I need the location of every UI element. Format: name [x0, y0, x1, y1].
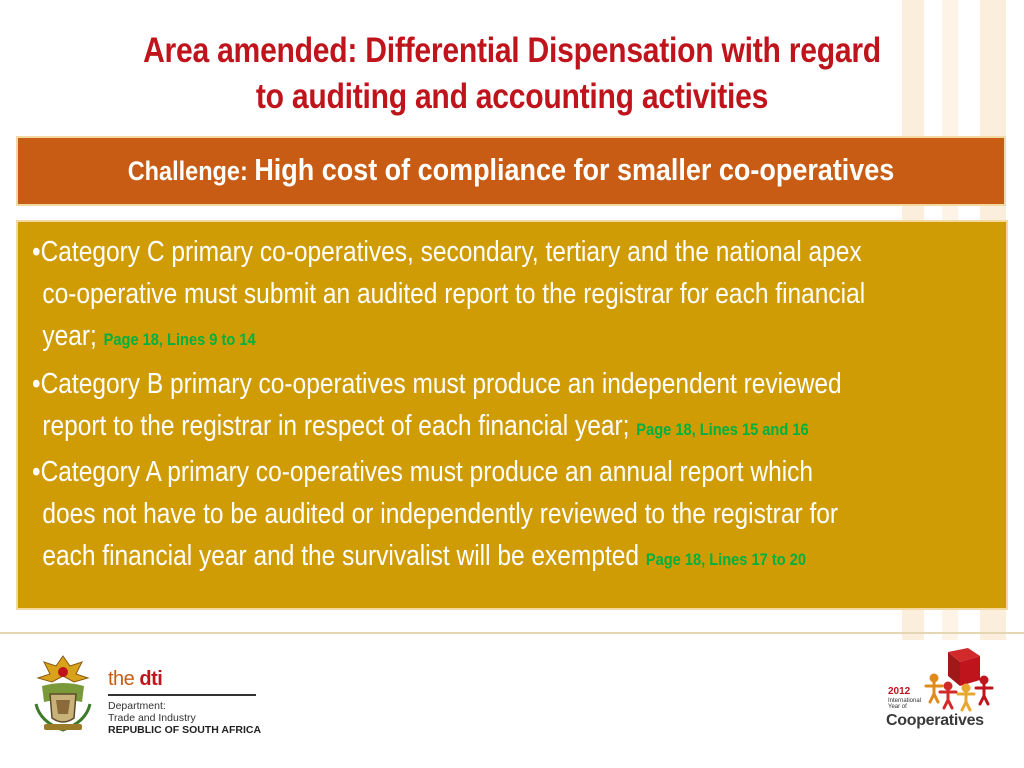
dti-ministry: Trade and Industry: [108, 712, 196, 724]
bullet-line: year;: [42, 320, 97, 352]
content-box: •Category C primary co-operatives, secon…: [16, 220, 1008, 610]
coop-subtitle: International Year of: [888, 698, 922, 710]
bullet-category-a: •Category A primary co-operatives must p…: [32, 451, 995, 581]
bullet-line: each financial year and the survivalist …: [42, 540, 640, 572]
challenge-bar: Challenge: High cost of compliance for s…: [16, 136, 1006, 206]
challenge-heading: Challenge: High cost of compliance for s…: [82, 152, 940, 188]
dti-rule: [108, 694, 256, 696]
page-reference: Page 18, Lines 9 to 14: [103, 330, 256, 349]
bullet-category-b: •Category B primary co-operatives must p…: [32, 363, 995, 451]
footer-divider: [0, 632, 1024, 634]
page-reference: Page 18, Lines 15 and 16: [636, 420, 809, 439]
dti-department: Department:: [108, 700, 166, 712]
bullet-line: •Category A primary co-operatives must p…: [32, 456, 814, 488]
bullet-line: •Category B primary co-operatives must p…: [32, 368, 842, 400]
page-title: Area amended: Differential Dispensation …: [97, 28, 926, 120]
coop-wordmark: Cooperatives: [886, 712, 984, 729]
bullet-line: •Category C primary co-operatives, secon…: [32, 236, 862, 268]
bullet-line: does not have to be audited or independe…: [42, 498, 839, 530]
dti-name: the dti: [108, 668, 163, 690]
coop-year: 2012: [888, 686, 911, 697]
challenge-lead: Challenge:: [127, 156, 255, 186]
bullet-category-c: •Category C primary co-operatives, secon…: [32, 231, 995, 361]
bullet-line: co-operative must submit an audited repo…: [42, 278, 866, 310]
title-line-2: to auditing and accounting activities: [255, 77, 769, 116]
page-reference: Page 18, Lines 17 to 20: [645, 550, 806, 569]
coat-of-arms-icon: [30, 652, 96, 739]
cooperatives-logo-icon: [924, 648, 994, 712]
challenge-text: High cost of compliance for smaller co-o…: [254, 152, 895, 187]
dti-country: REPUBLIC OF SOUTH AFRICA: [108, 724, 262, 736]
title-line-1: Area amended: Differential Dispensation …: [143, 31, 881, 70]
bullet-line: report to the registrar in respect of ea…: [42, 410, 630, 442]
dti-logo: the dti Department: Trade and Industry R…: [108, 668, 261, 736]
